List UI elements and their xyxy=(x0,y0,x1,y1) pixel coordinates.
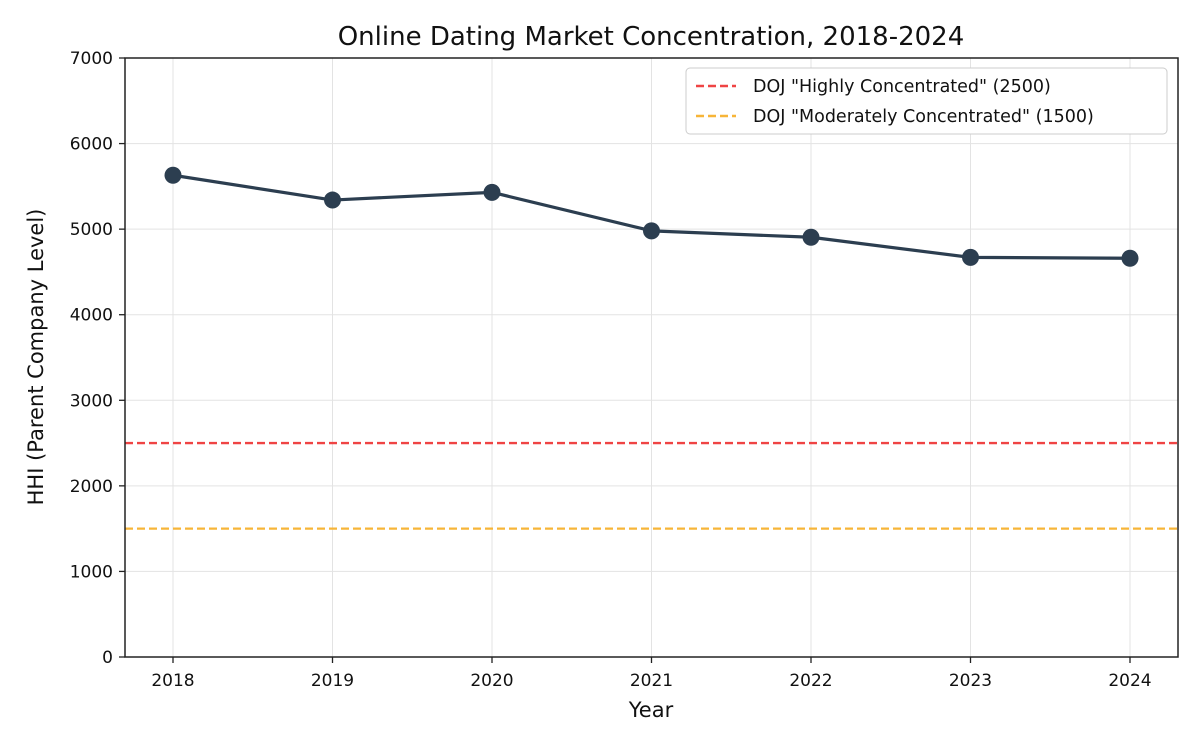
x-axis-ticks: 2018 2019 2020 2021 2022 2023 2024 xyxy=(151,657,1152,691)
y-axis-label: HHI (Parent Company Level) xyxy=(24,209,48,506)
x-tick-label: 2019 xyxy=(311,671,354,691)
data-point-2021 xyxy=(643,222,660,240)
y-tick-label: 2000 xyxy=(70,477,113,497)
legend: DOJ "Highly Concentrated" (2500) DOJ "Mo… xyxy=(685,67,1168,135)
data-point-2023 xyxy=(962,248,979,266)
x-tick-label: 2021 xyxy=(630,671,673,691)
x-tick-label: 2018 xyxy=(151,671,194,691)
data-point-2022 xyxy=(802,228,820,246)
y-axis-ticks: 0 1000 2000 3000 4000 5000 6000 7000 xyxy=(70,49,125,668)
y-tick-label: 3000 xyxy=(70,391,113,411)
y-tick-label: 4000 xyxy=(70,306,113,326)
data-point-2024 xyxy=(1121,249,1139,267)
legend-label-highly-concentrated: DOJ "Highly Concentrated" (2500) xyxy=(753,77,1051,97)
series-layer xyxy=(164,166,1139,267)
data-point-2019 xyxy=(324,191,341,209)
x-tick-label: 2024 xyxy=(1108,671,1151,691)
legend-label-moderately-concentrated: DOJ "Moderately Concentrated" (1500) xyxy=(753,107,1094,127)
y-tick-label: 5000 xyxy=(70,220,113,240)
y-tick-label: 7000 xyxy=(70,49,113,69)
data-point-2018 xyxy=(164,166,182,184)
chart-title: Online Dating Market Concentration, 2018… xyxy=(338,22,965,52)
x-tick-label: 2023 xyxy=(949,671,992,691)
x-axis-label: Year xyxy=(628,698,674,722)
x-tick-label: 2020 xyxy=(470,671,513,691)
legend-box xyxy=(685,67,1168,135)
x-tick-label: 2022 xyxy=(789,671,832,691)
y-tick-label: 0 xyxy=(102,648,113,668)
y-tick-label: 1000 xyxy=(70,562,113,582)
data-point-2020 xyxy=(483,183,501,201)
reference-lines xyxy=(125,441,1178,530)
y-tick-label: 6000 xyxy=(70,135,113,155)
